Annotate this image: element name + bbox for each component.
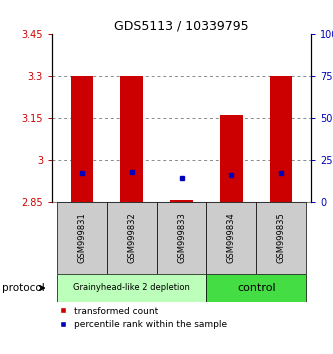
Bar (220, 115, 242, 202)
Bar (270, 76, 292, 202)
Bar (57, 274, 206, 302)
Bar (157, 202, 206, 274)
Title: GDS5113 / 10339795: GDS5113 / 10339795 (114, 20, 249, 33)
Bar (107, 202, 157, 274)
Text: protocol: protocol (2, 283, 44, 293)
Bar (170, 200, 193, 202)
Bar (121, 76, 143, 202)
Text: Grainyhead-like 2 depletion: Grainyhead-like 2 depletion (73, 284, 190, 292)
Bar (206, 274, 306, 302)
Text: GSM999834: GSM999834 (227, 213, 236, 263)
Text: GSM999832: GSM999832 (127, 213, 136, 263)
Bar (206, 202, 256, 274)
Text: GSM999833: GSM999833 (177, 212, 186, 263)
Bar (57, 202, 107, 274)
Legend: transformed count, percentile rank within the sample: transformed count, percentile rank withi… (54, 307, 227, 329)
Bar (256, 202, 306, 274)
Bar (71, 76, 93, 202)
Text: control: control (237, 283, 275, 293)
Text: GSM999831: GSM999831 (77, 213, 86, 263)
Text: GSM999835: GSM999835 (277, 213, 286, 263)
